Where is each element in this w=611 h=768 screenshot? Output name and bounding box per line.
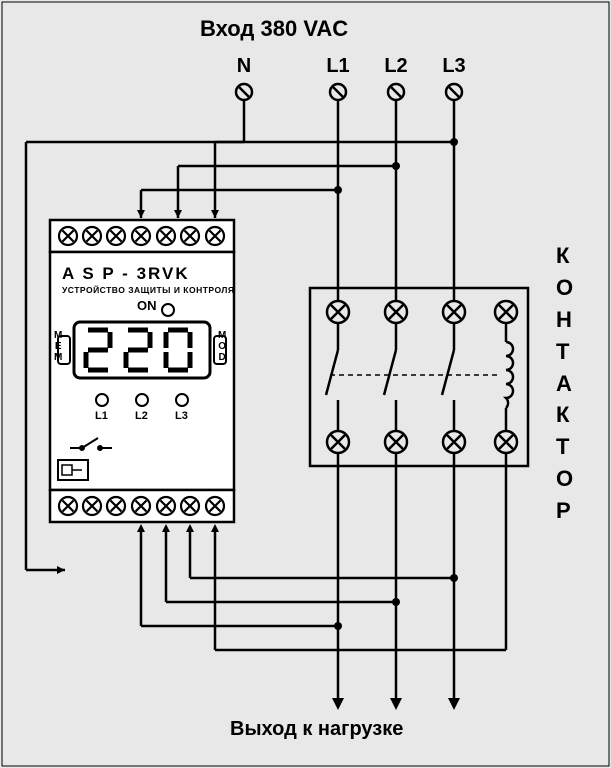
- on-label: ON: [137, 298, 157, 313]
- label-l2: L2: [381, 55, 411, 78]
- label-l1: L1: [323, 55, 353, 78]
- label-contactor: КОНТАКТОР: [556, 240, 573, 527]
- wiring-diagram: Вход 380 VAC N L1 L2 L3 КОНТАКТОР Выход …: [0, 0, 611, 768]
- device-title: A S P - 3RVK: [62, 264, 190, 284]
- label-n: N: [229, 55, 259, 78]
- label-l3: L3: [439, 55, 469, 78]
- device-subtitle: УСТРОЙСТВО ЗАЩИТЫ И КОНТРОЛЯ: [62, 285, 234, 295]
- led-l3-label: L3: [175, 410, 188, 422]
- title-output: Выход к нагрузке: [230, 718, 403, 741]
- mem-label: M E M: [54, 330, 62, 363]
- title-input: Вход 380 VAC: [200, 16, 348, 42]
- mod-label: M O D: [218, 330, 226, 363]
- led-l2-label: L2: [135, 410, 148, 422]
- schematic-svg: [0, 0, 611, 768]
- led-l1-label: L1: [95, 410, 108, 422]
